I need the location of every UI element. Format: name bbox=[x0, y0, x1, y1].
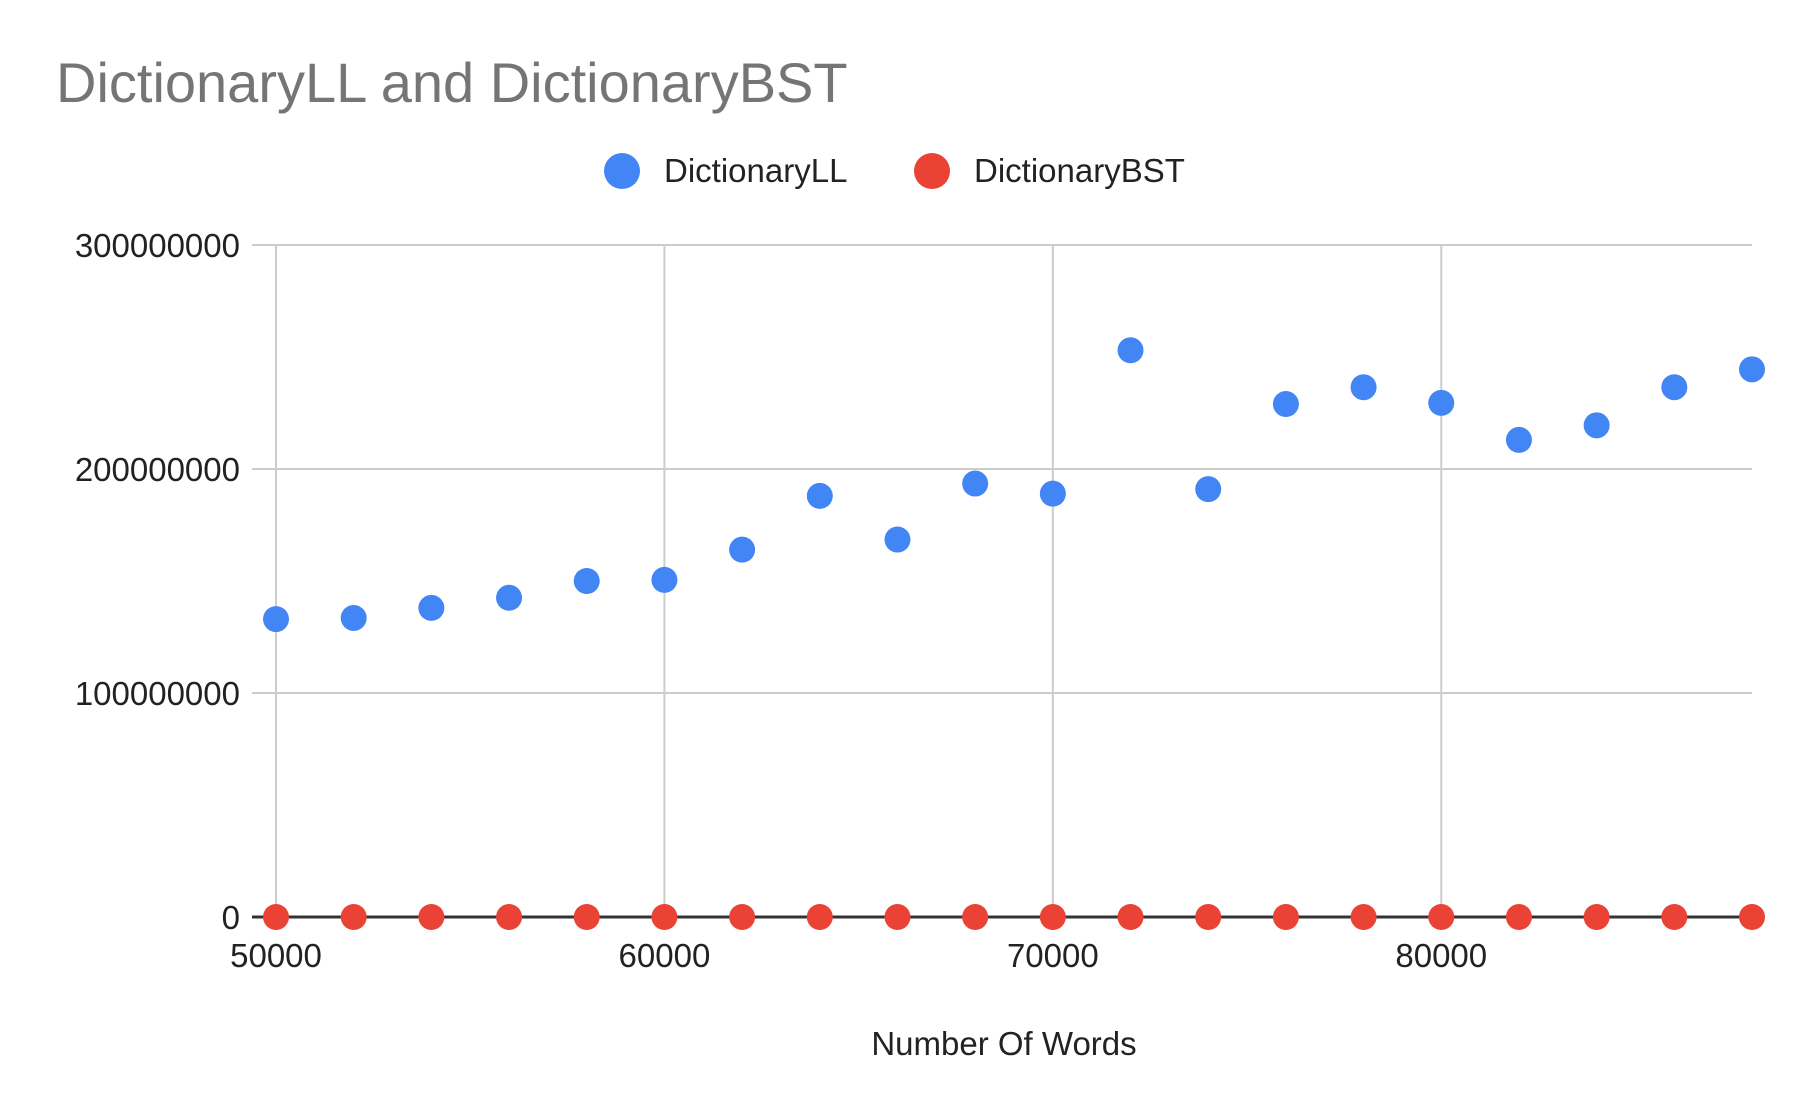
point-dictionarybst bbox=[884, 904, 911, 930]
point-dictionarybst bbox=[1117, 904, 1144, 930]
point-dictionaryll bbox=[1583, 412, 1610, 439]
point-dictionaryll bbox=[263, 606, 289, 633]
axes: 0 100000000 200000000 300000000 50000 60000 70… bbox=[75, 227, 1752, 974]
point-dictionaryll bbox=[1661, 374, 1688, 401]
point-dictionarybst bbox=[729, 904, 756, 930]
point-dictionaryll bbox=[1117, 337, 1144, 364]
x-tick-label: 80000 bbox=[1395, 937, 1487, 974]
x-tick-label: 70000 bbox=[1007, 937, 1099, 974]
point-dictionaryll bbox=[1195, 476, 1222, 503]
x-tick-label: 60000 bbox=[619, 937, 711, 974]
point-dictionaryll bbox=[1350, 374, 1377, 401]
legend-label-dictionarybst: DictionaryBST bbox=[974, 152, 1185, 189]
y-tick-label: 100000000 bbox=[75, 675, 240, 712]
legend-label-dictionaryll: DictionaryLL bbox=[664, 152, 847, 189]
point-dictionarybst bbox=[806, 904, 833, 930]
point-dictionaryll bbox=[1505, 426, 1532, 453]
point-dictionaryll bbox=[418, 594, 445, 621]
point-dictionaryll bbox=[884, 526, 911, 553]
point-dictionaryll bbox=[806, 482, 833, 509]
point-dictionarybst bbox=[1739, 904, 1765, 930]
legend: DictionaryLL DictionaryBST bbox=[604, 152, 1185, 189]
point-dictionarybst bbox=[1661, 904, 1688, 930]
y-tick-label: 0 bbox=[222, 899, 240, 936]
x-tick-label: 50000 bbox=[230, 937, 322, 974]
point-dictionaryll bbox=[729, 536, 756, 563]
point-dictionarybst bbox=[418, 904, 445, 930]
point-dictionarybst bbox=[962, 904, 989, 930]
legend-marker-dictionarybst bbox=[914, 153, 950, 189]
point-dictionaryll bbox=[340, 604, 367, 631]
data-points bbox=[263, 337, 1765, 930]
point-dictionaryll bbox=[1039, 480, 1066, 507]
point-dictionarybst bbox=[1272, 904, 1299, 930]
point-dictionaryll bbox=[496, 584, 523, 611]
grid bbox=[252, 244, 1752, 917]
point-dictionarybst bbox=[1428, 904, 1455, 930]
y-tick-label: 300000000 bbox=[75, 227, 240, 264]
point-dictionarybst bbox=[1505, 904, 1532, 930]
point-dictionarybst bbox=[340, 904, 367, 930]
point-dictionarybst bbox=[1039, 904, 1066, 930]
point-dictionaryll bbox=[1272, 391, 1299, 418]
point-dictionarybst bbox=[496, 904, 523, 930]
point-dictionaryll bbox=[1739, 356, 1765, 383]
legend-marker-dictionaryll bbox=[604, 153, 640, 189]
point-dictionaryll bbox=[1428, 389, 1455, 416]
point-dictionarybst bbox=[573, 904, 600, 930]
chart-title: DictionaryLL and DictionaryBST bbox=[56, 51, 848, 114]
point-dictionarybst bbox=[1350, 904, 1377, 930]
point-dictionarybst bbox=[263, 904, 289, 930]
point-dictionarybst bbox=[1583, 904, 1610, 930]
point-dictionaryll bbox=[573, 568, 600, 594]
y-tick-label: 200000000 bbox=[75, 451, 240, 488]
point-dictionarybst bbox=[651, 904, 678, 930]
x-axis-label: Number Of Words bbox=[871, 1025, 1136, 1062]
point-dictionaryll bbox=[962, 470, 989, 497]
point-dictionaryll bbox=[651, 566, 678, 593]
point-dictionarybst bbox=[1195, 904, 1222, 930]
